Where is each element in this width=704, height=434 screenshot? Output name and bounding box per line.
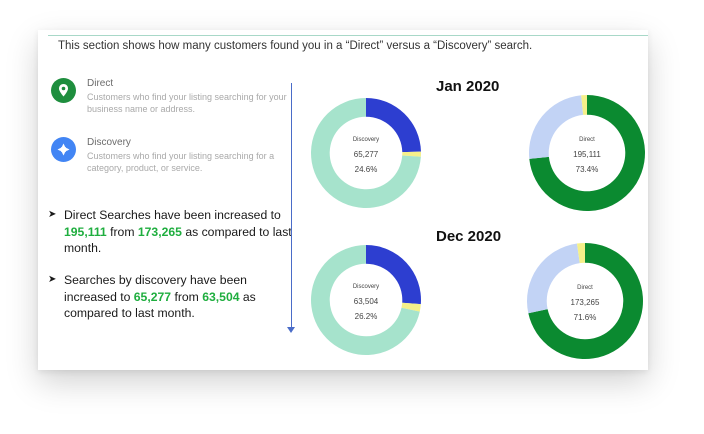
- donut-slice-other-small: [577, 243, 585, 264]
- donut-center-pct: 73.4%: [576, 165, 599, 174]
- donut-center-value: 63,504: [354, 297, 379, 306]
- legend-direct-title: Direct: [87, 78, 114, 89]
- donut-center-title: Discovery: [353, 137, 379, 143]
- bullet-text: from: [106, 224, 138, 239]
- donut-slice-discovery: [366, 245, 421, 305]
- highlight-value: 173,265: [137, 224, 182, 239]
- donut-slice-rest: [311, 245, 420, 355]
- donut-center-title: Discovery: [353, 284, 379, 290]
- top-divider: [48, 35, 648, 36]
- bullet-arrow-icon: ➤: [48, 209, 57, 220]
- vertical-divider: [291, 83, 292, 331]
- bullet-direct: ➤ Direct Searches have been increased to…: [48, 207, 298, 257]
- bullet-text: from: [171, 289, 203, 304]
- discovery-icon: [51, 137, 76, 162]
- donut-center-pct: 26.2%: [355, 312, 378, 321]
- highlight-value: 63,504: [202, 289, 240, 304]
- donut-slice-rest: [529, 95, 584, 159]
- donut-slice-direct: [529, 95, 645, 211]
- donut-direct-dec: Direct 173,265 71.6%: [527, 243, 643, 359]
- donut-center-title: Direct: [577, 285, 593, 291]
- bullet-discovery: ➤ Searches by discovery have been increa…: [48, 272, 298, 322]
- donut-center-title: Direct: [579, 137, 595, 143]
- highlight-value: 195,111: [64, 224, 107, 239]
- donut-center-pct: 71.6%: [574, 313, 597, 322]
- donut-center-value: 173,265: [571, 298, 600, 307]
- bullet-text: Direct Searches have been increased to: [64, 208, 281, 222]
- period-dec: Dec 2020: [436, 228, 502, 245]
- bullet-text: Searches by discovery have been increase…: [64, 273, 247, 304]
- divider-arrow-icon: [287, 327, 295, 333]
- donut-discovery-jan: Discovery 65,277 24.6%: [311, 98, 421, 208]
- bullet-text: as compared to last month.: [64, 224, 292, 256]
- bullet-arrow-icon: ➤: [48, 274, 57, 285]
- legend-discovery-title: Discovery: [87, 137, 131, 148]
- location-pin-icon: [51, 78, 76, 103]
- donut-slice-rest: [527, 243, 580, 314]
- donut-slice-rest: [311, 98, 421, 208]
- donut-center-value: 195,111: [573, 150, 601, 159]
- donut-center-value: 65,277: [354, 150, 379, 159]
- donut-discovery-dec: Discovery 63,504 26.2%: [311, 245, 421, 355]
- legend-direct-desc: Customers who find your listing searchin…: [87, 92, 287, 114]
- bullet-text: as compared to last month.: [64, 289, 256, 321]
- donut-slice-discovery: [366, 98, 421, 153]
- donut-slice-other-small: [401, 302, 421, 312]
- period-jan: Jan 2020: [436, 78, 500, 95]
- highlight-value: 65,277: [133, 289, 172, 304]
- donut-slice-other-small: [402, 151, 421, 157]
- legend-discovery-desc: Customers who find your listing searchin…: [87, 151, 275, 173]
- report-card: This section shows how many customers fo…: [38, 30, 648, 370]
- donut-slice-other-small: [581, 95, 587, 115]
- intro-text: This section shows how many customers fo…: [58, 40, 533, 52]
- donut-slice-direct: [528, 243, 643, 359]
- donut-center-pct: 24.6%: [355, 165, 378, 174]
- donut-direct-jan: Direct 195,111 73.4%: [529, 95, 645, 211]
